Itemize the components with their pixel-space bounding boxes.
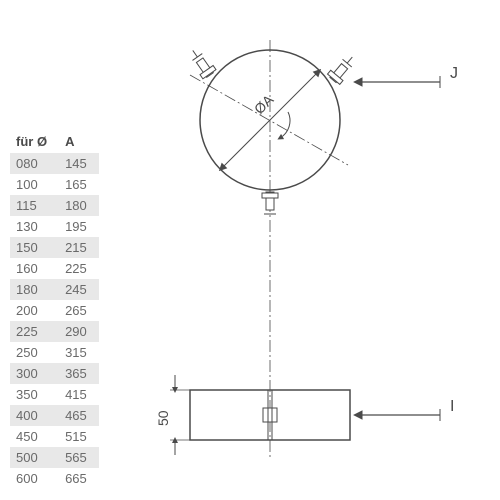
dimension-table: für Ø A 08014510016511518013019515021516… <box>10 130 99 489</box>
cell-diameter: 250 <box>10 342 59 363</box>
label-i: I <box>450 398 454 415</box>
table-row: 100165 <box>10 174 99 195</box>
cell-a: 365 <box>59 363 99 384</box>
cell-diameter: 180 <box>10 279 59 300</box>
cell-a: 665 <box>59 468 99 489</box>
diameter-label: ØA <box>251 91 277 117</box>
cell-diameter: 450 <box>10 426 59 447</box>
cell-a: 565 <box>59 447 99 468</box>
col-a: A <box>59 130 99 153</box>
cell-diameter: 130 <box>10 216 59 237</box>
cell-a: 290 <box>59 321 99 342</box>
table-row: 225290 <box>10 321 99 342</box>
cell-diameter: 600 <box>10 468 59 489</box>
table-row: 115180 <box>10 195 99 216</box>
center-line-angled <box>190 75 348 165</box>
table-row: 080145 <box>10 153 99 174</box>
table-row: 300365 <box>10 363 99 384</box>
table-row: 400465 <box>10 405 99 426</box>
cell-a: 515 <box>59 426 99 447</box>
col-diameter: für Ø <box>10 130 59 153</box>
table-row: 150215 <box>10 237 99 258</box>
height-label: 50 <box>155 410 171 426</box>
table-row: 600665 <box>10 468 99 489</box>
cell-diameter: 300 <box>10 363 59 384</box>
table-row: 350415 <box>10 384 99 405</box>
cell-diameter: 150 <box>10 237 59 258</box>
cell-a: 165 <box>59 174 99 195</box>
cell-diameter: 400 <box>10 405 59 426</box>
bolt-top-right <box>327 52 359 85</box>
cell-diameter: 160 <box>10 258 59 279</box>
cell-a: 315 <box>59 342 99 363</box>
cell-a: 245 <box>59 279 99 300</box>
table-row: 130195 <box>10 216 99 237</box>
side-bolt <box>263 408 277 422</box>
table-row: 250315 <box>10 342 99 363</box>
cell-diameter: 500 <box>10 447 59 468</box>
cell-diameter: 350 <box>10 384 59 405</box>
table-row: 160225 <box>10 258 99 279</box>
cell-diameter: 080 <box>10 153 59 174</box>
cell-diameter: 200 <box>10 300 59 321</box>
table-row: 500565 <box>10 447 99 468</box>
cell-a: 265 <box>59 300 99 321</box>
bolt-top-left <box>186 46 216 80</box>
cell-a: 215 <box>59 237 99 258</box>
cell-a: 225 <box>59 258 99 279</box>
cell-a: 180 <box>59 195 99 216</box>
cell-diameter: 115 <box>10 195 59 216</box>
cell-a: 195 <box>59 216 99 237</box>
angle-arc <box>280 112 290 138</box>
cell-a: 465 <box>59 405 99 426</box>
cell-diameter: 100 <box>10 174 59 195</box>
cell-a: 145 <box>59 153 99 174</box>
table-row: 180245 <box>10 279 99 300</box>
cell-diameter: 225 <box>10 321 59 342</box>
table-row: 200265 <box>10 300 99 321</box>
table-row: 450515 <box>10 426 99 447</box>
cell-a: 415 <box>59 384 99 405</box>
technical-drawing: ØA J 50 I <box>130 20 490 480</box>
label-j: J <box>450 65 458 82</box>
